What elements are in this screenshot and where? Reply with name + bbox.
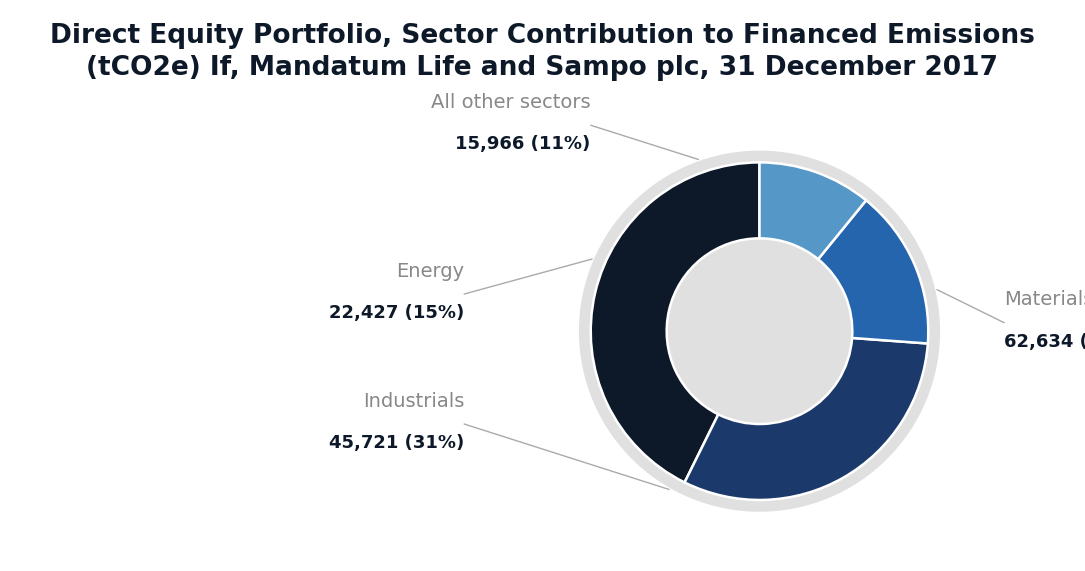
- Text: 45,721 (31%): 45,721 (31%): [329, 434, 464, 452]
- Wedge shape: [590, 162, 759, 482]
- Text: 15,966 (11%): 15,966 (11%): [456, 135, 590, 154]
- Text: 22,427 (15%): 22,427 (15%): [329, 304, 464, 322]
- Wedge shape: [818, 200, 929, 344]
- Text: Industrials: Industrials: [362, 392, 464, 411]
- Text: All other sectors: All other sectors: [431, 93, 590, 112]
- Wedge shape: [685, 338, 928, 500]
- Text: Direct Equity Portfolio, Sector Contribution to Financed Emissions
(tCO2e) If, M: Direct Equity Portfolio, Sector Contribu…: [50, 23, 1035, 81]
- Text: 62,634 (43%): 62,634 (43%): [1005, 333, 1085, 351]
- Text: Materials: Materials: [1005, 290, 1085, 309]
- Wedge shape: [760, 162, 866, 259]
- Text: Energy: Energy: [396, 262, 464, 280]
- Circle shape: [579, 151, 940, 512]
